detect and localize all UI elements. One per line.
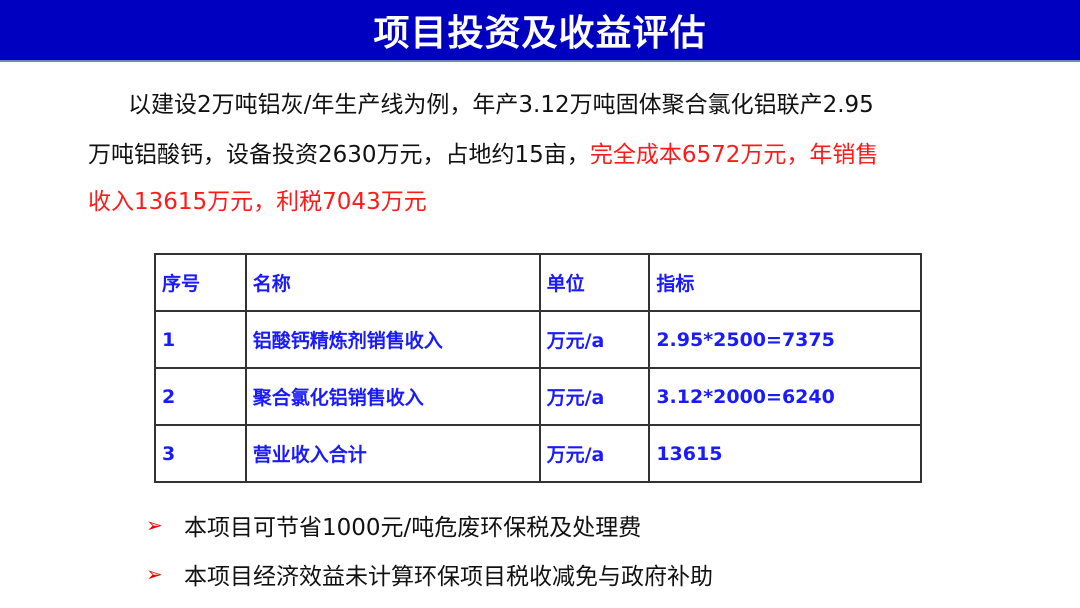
paragraph-text: 万吨铝酸钙，设备投资2630万元，占地约15亩， — [88, 142, 590, 168]
table-cell: 万元/a — [538, 310, 651, 369]
table-cell: 3.12*2000=6240 — [648, 367, 922, 426]
title-bar: 项目投资及收益评估 — [0, 0, 1080, 62]
revenue-table: 序号 名称 单位 指标 1 铝酸钙精炼剂销售收入 万元/a 2.95*2500=… — [154, 253, 922, 483]
header-cell: 名称 — [244, 253, 541, 312]
table-cell: 3 — [154, 424, 247, 483]
bullet-item: ➢ 本项目经济效益未计算环保项目税收减免与政府补助 — [146, 557, 713, 591]
header-cell: 单位 — [538, 253, 651, 312]
table-cell: 2.95*2500=7375 — [648, 310, 922, 369]
table-cell: 万元/a — [538, 367, 651, 426]
table-header-row: 序号 名称 单位 指标 — [154, 253, 922, 312]
page-title: 项目投资及收益评估 — [373, 13, 707, 54]
paragraph-line-1: 以建设2万吨铝灰/年生产线为例，年产3.12万吨固体聚合氯化铝联产2.95 — [128, 92, 874, 118]
table-cell: 万元/a — [538, 424, 651, 483]
bullet-text: 本项目经济效益未计算环保项目税收减免与政府补助 — [184, 564, 713, 590]
table-row: 2 聚合氯化铝销售收入 万元/a 3.12*2000=6240 — [154, 367, 922, 426]
table-row: 1 铝酸钙精炼剂销售收入 万元/a 2.95*2500=7375 — [154, 310, 922, 369]
header-cell: 序号 — [154, 253, 247, 312]
table-cell: 13615 — [648, 424, 922, 483]
bullet-text: 本项目可节省1000元/吨危废环保税及处理费 — [184, 515, 642, 541]
highlight-text: 完全成本6572万元，年销售 — [589, 142, 879, 168]
table-row: 3 营业收入合计 万元/a 13615 — [154, 424, 922, 483]
paragraph-line-2: 万吨铝酸钙，设备投资2630万元，占地约15亩，完全成本6572万元，年销售 — [88, 140, 878, 170]
table-cell: 聚合氯化铝销售收入 — [244, 367, 541, 426]
paragraph-line-3: 收入13615万元，利税7043万元 — [88, 189, 427, 215]
table-cell: 营业收入合计 — [244, 424, 541, 483]
arrow-right-icon: ➢ — [146, 513, 163, 537]
table-cell: 1 — [154, 310, 247, 369]
table-cell: 铝酸钙精炼剂销售收入 — [244, 310, 541, 369]
arrow-right-icon: ➢ — [146, 562, 163, 586]
bullet-item: ➢ 本项目可节省1000元/吨危废环保税及处理费 — [146, 508, 641, 542]
header-cell: 指标 — [648, 253, 922, 312]
table-cell: 2 — [154, 367, 247, 426]
